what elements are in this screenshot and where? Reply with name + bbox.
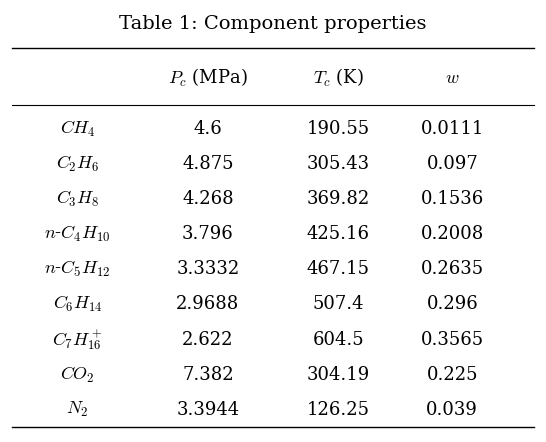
Text: 425.16: 425.16 <box>307 225 370 243</box>
Text: 0.225: 0.225 <box>426 366 478 384</box>
Text: $T_c$ (K): $T_c$ (K) <box>313 67 364 89</box>
Text: 4.875: 4.875 <box>182 155 234 173</box>
Text: $CO_2$: $CO_2$ <box>60 365 94 385</box>
Text: $C_3H_8$: $C_3H_8$ <box>56 189 99 209</box>
Text: 304.19: 304.19 <box>306 366 370 384</box>
Text: 126.25: 126.25 <box>307 401 370 419</box>
Text: 369.82: 369.82 <box>306 190 370 208</box>
Text: 0.1536: 0.1536 <box>420 190 484 208</box>
Text: Table 1: Component properties: Table 1: Component properties <box>119 15 427 33</box>
Text: 604.5: 604.5 <box>312 331 364 349</box>
Text: $n$-$C_4H_{10}$: $n$-$C_4H_{10}$ <box>44 224 111 244</box>
Text: $C_7H_{16}^+$: $C_7H_{16}^+$ <box>52 328 103 351</box>
Text: 507.4: 507.4 <box>312 295 364 313</box>
Text: $n$-$C_5H_{12}$: $n$-$C_5H_{12}$ <box>44 259 111 279</box>
Text: 4.6: 4.6 <box>193 120 222 138</box>
Text: 0.2635: 0.2635 <box>421 260 484 278</box>
Text: 0.039: 0.039 <box>426 401 478 419</box>
Text: 467.15: 467.15 <box>307 260 370 278</box>
Text: 0.097: 0.097 <box>426 155 478 173</box>
Text: 0.0111: 0.0111 <box>420 120 484 138</box>
Text: 2.622: 2.622 <box>182 331 234 349</box>
Text: $P_c$ (MPa): $P_c$ (MPa) <box>168 67 248 89</box>
Text: $C_2H_6$: $C_2H_6$ <box>56 154 99 174</box>
Text: 0.2008: 0.2008 <box>420 225 484 243</box>
Text: $C_6H_{14}$: $C_6H_{14}$ <box>52 294 102 315</box>
Text: 305.43: 305.43 <box>307 155 370 173</box>
Text: 0.3565: 0.3565 <box>421 331 484 349</box>
Text: $w$: $w$ <box>445 69 460 87</box>
Text: 2.9688: 2.9688 <box>176 295 240 313</box>
Text: 190.55: 190.55 <box>307 120 370 138</box>
Text: 3.796: 3.796 <box>182 225 234 243</box>
Text: 3.3944: 3.3944 <box>176 401 239 419</box>
Text: 7.382: 7.382 <box>182 366 234 384</box>
Text: $CH_4$: $CH_4$ <box>60 119 96 139</box>
Text: 4.268: 4.268 <box>182 190 234 208</box>
Text: 3.3332: 3.3332 <box>176 260 240 278</box>
Text: $N_2$: $N_2$ <box>66 400 88 419</box>
Text: 0.296: 0.296 <box>426 295 478 313</box>
